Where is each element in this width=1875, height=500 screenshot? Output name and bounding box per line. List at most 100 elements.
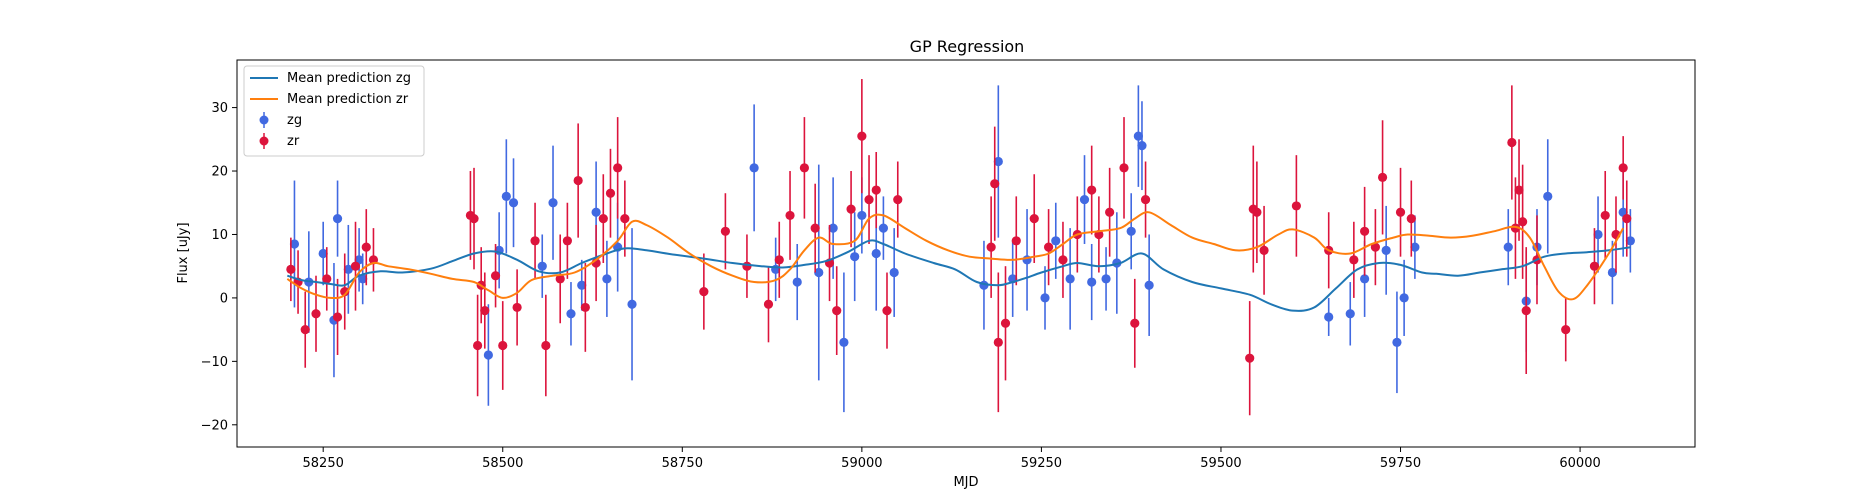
zg-point xyxy=(1144,280,1154,290)
x-tick-label: 59250 xyxy=(1021,456,1062,471)
zr-point xyxy=(469,214,479,224)
zr-point xyxy=(1349,255,1359,265)
zg-point xyxy=(1625,236,1635,246)
zg-point xyxy=(1593,229,1603,240)
zr-point xyxy=(1561,325,1571,335)
zr-point xyxy=(1514,185,1524,195)
zr-point xyxy=(1618,163,1628,173)
y-tick-label: 10 xyxy=(211,228,228,243)
zr-point xyxy=(1058,255,1068,265)
zg-point xyxy=(871,248,881,259)
zr-point xyxy=(498,340,508,351)
zr-point xyxy=(573,175,583,186)
y-tick-label: 30 xyxy=(211,101,228,116)
zg-point xyxy=(591,207,601,217)
zr-point xyxy=(720,226,730,236)
zr-point xyxy=(893,194,903,205)
zr-point xyxy=(1259,245,1269,255)
zg-point xyxy=(1381,245,1391,255)
zg-point xyxy=(1079,194,1090,205)
zr-point xyxy=(490,271,501,281)
zg-point xyxy=(602,274,612,284)
zr-point xyxy=(1521,305,1531,316)
zr-point xyxy=(1507,137,1517,148)
legend-label-zr-mean: Mean prediction zr xyxy=(287,92,409,107)
zr-point xyxy=(1395,207,1406,217)
y-tick-label: 20 xyxy=(211,165,228,180)
y-tick-label: −10 xyxy=(201,355,228,370)
zr-point xyxy=(1011,236,1021,246)
zr-point xyxy=(300,325,310,335)
zr-point xyxy=(799,163,809,173)
plot-frame xyxy=(236,59,1696,448)
zg-point xyxy=(1051,236,1061,246)
zg-point xyxy=(792,277,802,287)
zr-point xyxy=(1406,214,1416,224)
zr-point xyxy=(562,236,572,246)
x-tick-label: 59500 xyxy=(1200,456,1241,471)
x-axis: 58250 58500 58750 59000 59250 59500 59750 60000 xyxy=(303,447,1601,471)
x-tick-label: 58250 xyxy=(303,456,344,471)
zr-point xyxy=(322,274,332,284)
zr-point xyxy=(1119,163,1129,173)
x-tick-label: 59000 xyxy=(841,456,882,471)
zr-point xyxy=(774,255,784,265)
zr-point xyxy=(986,242,996,252)
zg-point xyxy=(1543,191,1553,202)
legend-label-zg-mean: Mean prediction zg xyxy=(287,71,411,86)
zr-point xyxy=(1518,217,1528,227)
zr-point xyxy=(1130,318,1140,328)
legend-label-zr: zr xyxy=(287,134,300,149)
y-axis: −20 −10 0 10 20 30 xyxy=(201,101,237,433)
legend: Mean prediction zg Mean prediction zr zg… xyxy=(243,65,425,157)
chart-title: GP Regression xyxy=(910,37,1025,56)
zg-point xyxy=(483,350,493,360)
zg-point xyxy=(537,261,547,271)
zg-point xyxy=(358,274,368,284)
zr-point xyxy=(613,163,623,173)
zr-point xyxy=(340,286,350,297)
zg-point xyxy=(1040,293,1050,303)
zr-point xyxy=(832,305,842,316)
zr-point xyxy=(605,188,616,198)
zr-point xyxy=(1245,353,1255,363)
zr-point xyxy=(350,261,361,271)
zr-point xyxy=(555,274,565,284)
zg-point xyxy=(889,267,899,278)
zr-point xyxy=(1000,318,1011,328)
zr-point xyxy=(742,261,752,271)
zr-point xyxy=(580,302,590,313)
legend-label-zg: zg xyxy=(287,113,302,128)
zr-point xyxy=(1589,261,1600,271)
zr-point xyxy=(1043,242,1054,252)
zg-point xyxy=(1392,337,1402,347)
zr-point xyxy=(512,302,522,313)
zr-point xyxy=(332,312,343,322)
zg-point xyxy=(501,191,511,202)
zr-point xyxy=(990,179,1000,189)
zr-point xyxy=(1360,226,1370,236)
zg-point xyxy=(1133,131,1143,141)
zg-point xyxy=(1607,267,1618,278)
y-tick-label: −20 xyxy=(201,418,228,433)
zg-point xyxy=(577,280,587,290)
zg-point xyxy=(1137,141,1147,151)
zg-point xyxy=(839,337,849,347)
zg-point xyxy=(1101,274,1111,284)
zr-point xyxy=(846,204,856,214)
zg-point xyxy=(814,267,824,278)
zg-point xyxy=(1065,274,1075,284)
zr-point xyxy=(1370,242,1380,252)
zg-point xyxy=(332,214,343,224)
zr-point xyxy=(541,340,551,351)
zg-point xyxy=(1324,312,1334,322)
x-axis-label: MJD xyxy=(953,475,978,490)
zr-point xyxy=(473,340,483,351)
zr-point xyxy=(871,185,881,195)
zg-point xyxy=(508,198,519,208)
zr-point xyxy=(1622,214,1632,224)
zr-point xyxy=(530,236,540,246)
zg-point xyxy=(828,223,838,233)
zg-point xyxy=(548,198,558,208)
